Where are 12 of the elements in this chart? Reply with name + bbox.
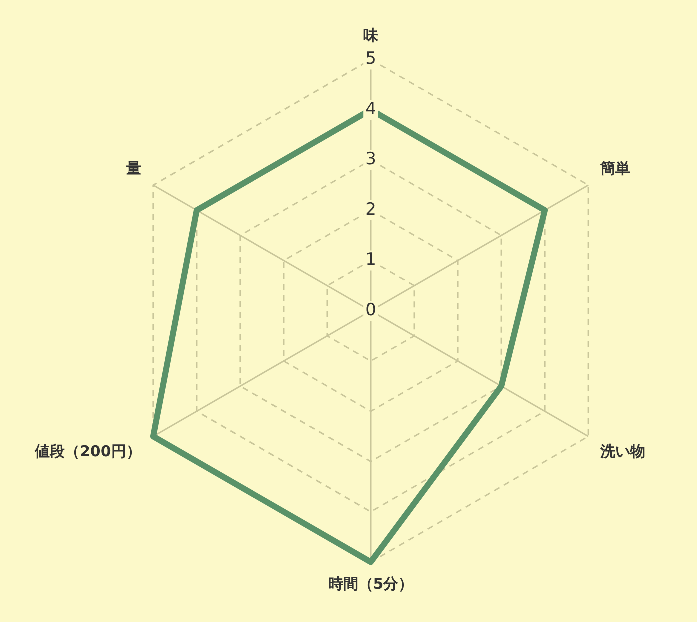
y-tick-label: 3	[366, 150, 376, 170]
spoke-label: 味	[364, 26, 380, 45]
y-tick-label: 1	[366, 250, 376, 270]
spoke-label: 簡単	[600, 159, 631, 178]
spoke-label: 値段（200円）	[34, 442, 142, 460]
spoke-label: 洗い物	[600, 442, 646, 460]
spoke-label: 時間（5分）	[328, 575, 414, 594]
spoke-label: 量	[125, 159, 142, 178]
y-tick-label: 5	[366, 49, 376, 70]
y-tick-label: 0	[366, 300, 376, 320]
y-tick-label: 4	[366, 99, 376, 120]
y-tick-label: 2	[366, 200, 376, 220]
